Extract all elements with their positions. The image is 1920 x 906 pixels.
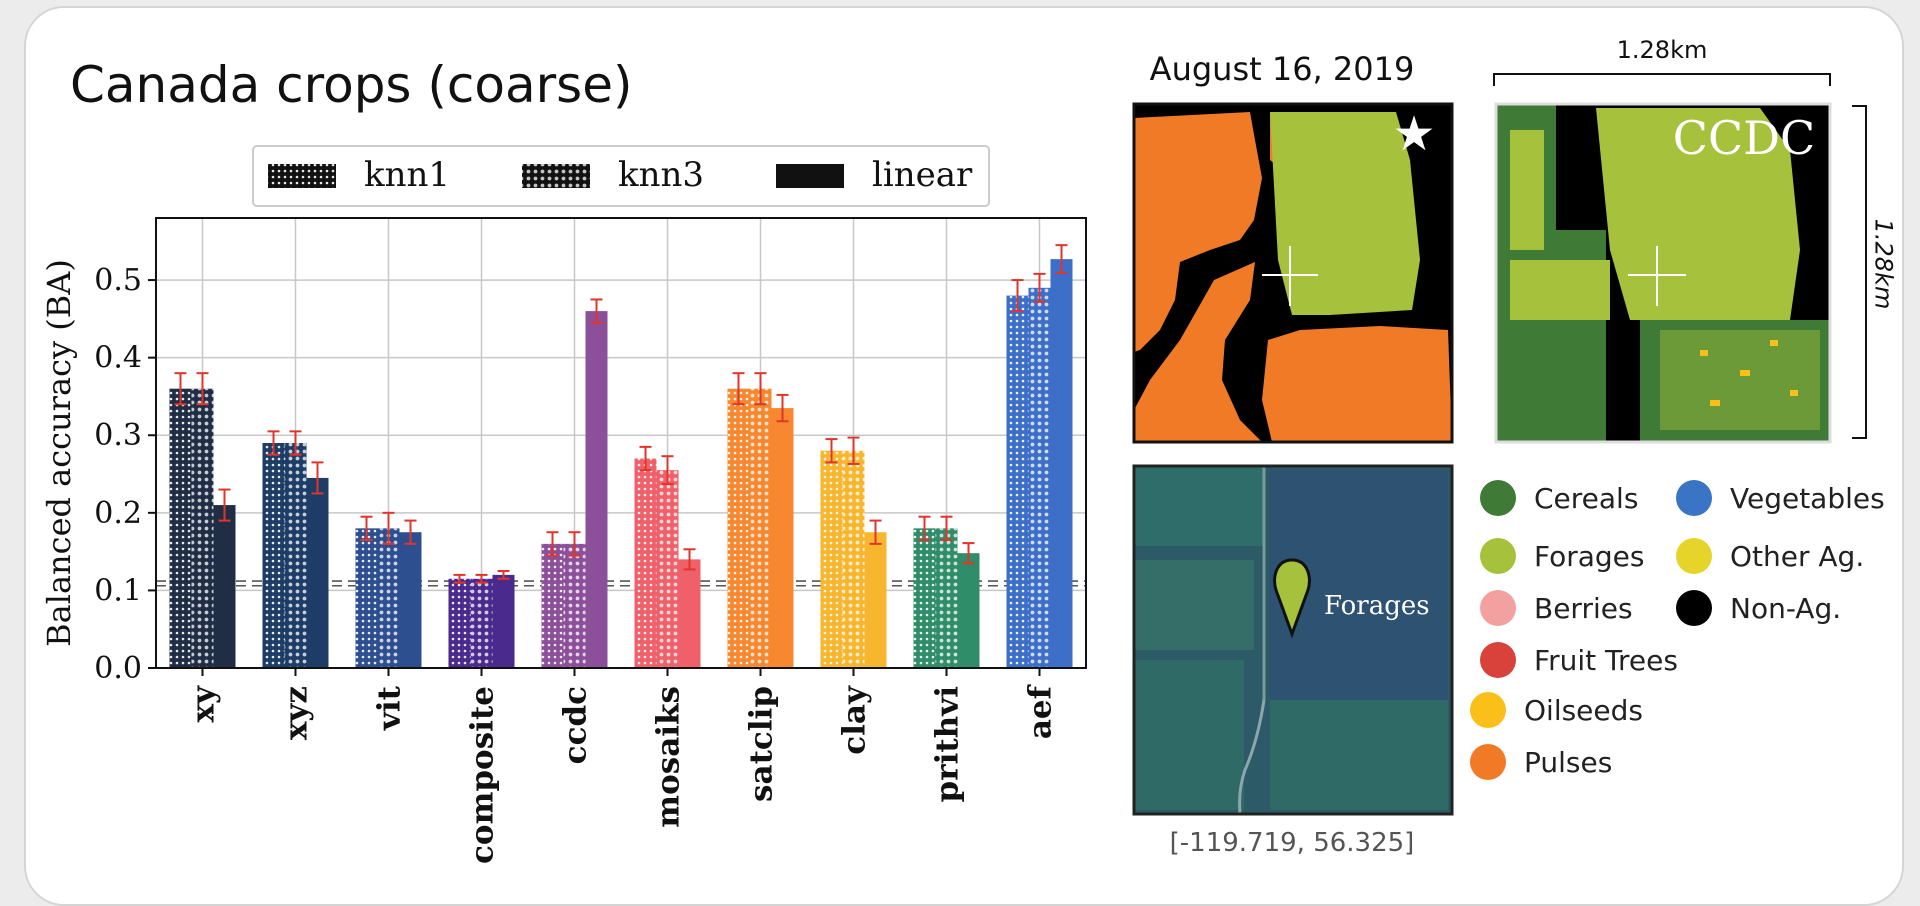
- bar-linear-mosaiks: [678, 559, 701, 668]
- class-color-dot: [1676, 480, 1712, 516]
- class-legend-item: Oilseeds: [1470, 692, 1643, 728]
- map-date: August 16, 2019: [1149, 50, 1415, 88]
- bar-texture: [935, 528, 958, 668]
- class-color-dot: [1480, 480, 1516, 516]
- y-tick-label: 0.3: [94, 418, 142, 453]
- class-legend-item: Berries: [1480, 590, 1633, 626]
- x-tick-label: vit: [372, 685, 408, 731]
- class-color-dot: [1676, 590, 1712, 626]
- bar-linear-composite: [492, 574, 515, 668]
- bar-texture: [541, 543, 564, 668]
- plot-frame: [155, 217, 1087, 669]
- x-tick-label: mosaiks: [651, 686, 687, 828]
- bar-texture: [820, 450, 843, 668]
- bar-linear-xy: [213, 505, 236, 668]
- y-tick-label: 0.4: [94, 341, 142, 376]
- y-tick-label: 0.1: [94, 573, 142, 608]
- bar-linear-vit: [399, 532, 422, 668]
- class-label: Pulses: [1524, 745, 1613, 779]
- y-tick-label: 0.5: [94, 263, 142, 298]
- bar-texture: [262, 443, 285, 668]
- x-tick-label: clay: [837, 685, 873, 755]
- bar-texture: [377, 528, 400, 668]
- bar-texture: [656, 470, 679, 668]
- bar-linear-aef: [1050, 259, 1073, 668]
- legend-swatch-texture: [522, 164, 590, 188]
- class-label: Other Ag.: [1730, 539, 1865, 573]
- y-axis-label: Balanced accuracy (BA): [40, 259, 78, 647]
- coordinates: [-119.719, 56.325]: [1169, 828, 1415, 858]
- x-tick-label: ccdc: [558, 686, 594, 764]
- scale-side-label: 1.28km: [1869, 218, 1898, 310]
- x-tick-label: xy: [186, 685, 222, 722]
- class-legend-item: Fruit Trees: [1480, 642, 1678, 678]
- class-legend-item: Non-Ag.: [1676, 590, 1841, 626]
- class-color-dot: [1676, 538, 1712, 574]
- legend-label-knn1: knn1: [364, 155, 450, 195]
- bar-texture: [749, 388, 772, 668]
- class-label: Non-Ag.: [1730, 591, 1842, 625]
- legend-swatch-texture: [268, 164, 336, 188]
- class-color-dot: [1470, 744, 1506, 780]
- x-tick-label: aef: [1023, 684, 1059, 739]
- x-tick-label: composite: [465, 686, 501, 864]
- legend-label-knn3: knn3: [618, 155, 704, 195]
- bar-texture: [169, 388, 192, 668]
- bar-texture: [1006, 295, 1029, 668]
- class-color-dot: [1480, 538, 1516, 574]
- y-tick-label: 0.2: [94, 496, 142, 531]
- legend-label-linear: linear: [872, 155, 973, 195]
- x-tick-label: prithvi: [930, 686, 966, 802]
- class-color-dot: [1470, 692, 1506, 728]
- bar-texture: [191, 388, 214, 668]
- class-legend-item: Cereals: [1480, 480, 1638, 516]
- x-tick-label: xyz: [279, 686, 315, 740]
- chart-legend: [252, 145, 990, 207]
- bar-chart: 0.0 0.1 0.2 0.3 0.4 0.5 xy xyz vit composite ccdc m…: [40, 145, 1087, 864]
- legend-swatch-linear: [776, 164, 844, 188]
- bar-texture: [284, 443, 307, 668]
- bar-texture: [448, 578, 471, 668]
- class-label: Cereals: [1534, 481, 1639, 515]
- bar-texture: [1028, 287, 1051, 668]
- bar-texture: [634, 458, 657, 668]
- bar-texture: [842, 450, 865, 668]
- class-legend-item: Other Ag.: [1676, 538, 1864, 574]
- bar-linear-clay: [864, 532, 887, 668]
- class-legend-item: Vegetables: [1676, 480, 1885, 516]
- class-label: Vegetables: [1730, 481, 1885, 515]
- class-legend-item: Forages: [1480, 538, 1645, 574]
- bar-texture: [355, 528, 378, 668]
- scale-top-label: 1.28km: [1616, 36, 1708, 64]
- bar-linear-xyz: [306, 477, 329, 668]
- bar-texture: [727, 388, 750, 668]
- class-color-dot: [1480, 642, 1516, 678]
- class-color-dot: [1480, 590, 1516, 626]
- class-label: Berries: [1534, 591, 1633, 625]
- class-label: Fruit Trees: [1534, 643, 1678, 677]
- bar-linear-prithvi: [957, 553, 980, 668]
- chart-title: Canada crops (coarse): [70, 56, 633, 114]
- bar-texture: [470, 578, 493, 668]
- class-legend-item: Pulses: [1470, 744, 1612, 780]
- bar-linear-satclip: [771, 408, 794, 668]
- y-tick-label: 0.0: [94, 651, 142, 686]
- bar-texture: [913, 528, 936, 668]
- class-label: Forages: [1534, 539, 1645, 573]
- class-label: Oilseeds: [1524, 693, 1643, 727]
- bar-linear-ccdc: [585, 311, 608, 668]
- x-tick-label: satclip: [744, 686, 780, 802]
- bar-texture: [563, 543, 586, 668]
